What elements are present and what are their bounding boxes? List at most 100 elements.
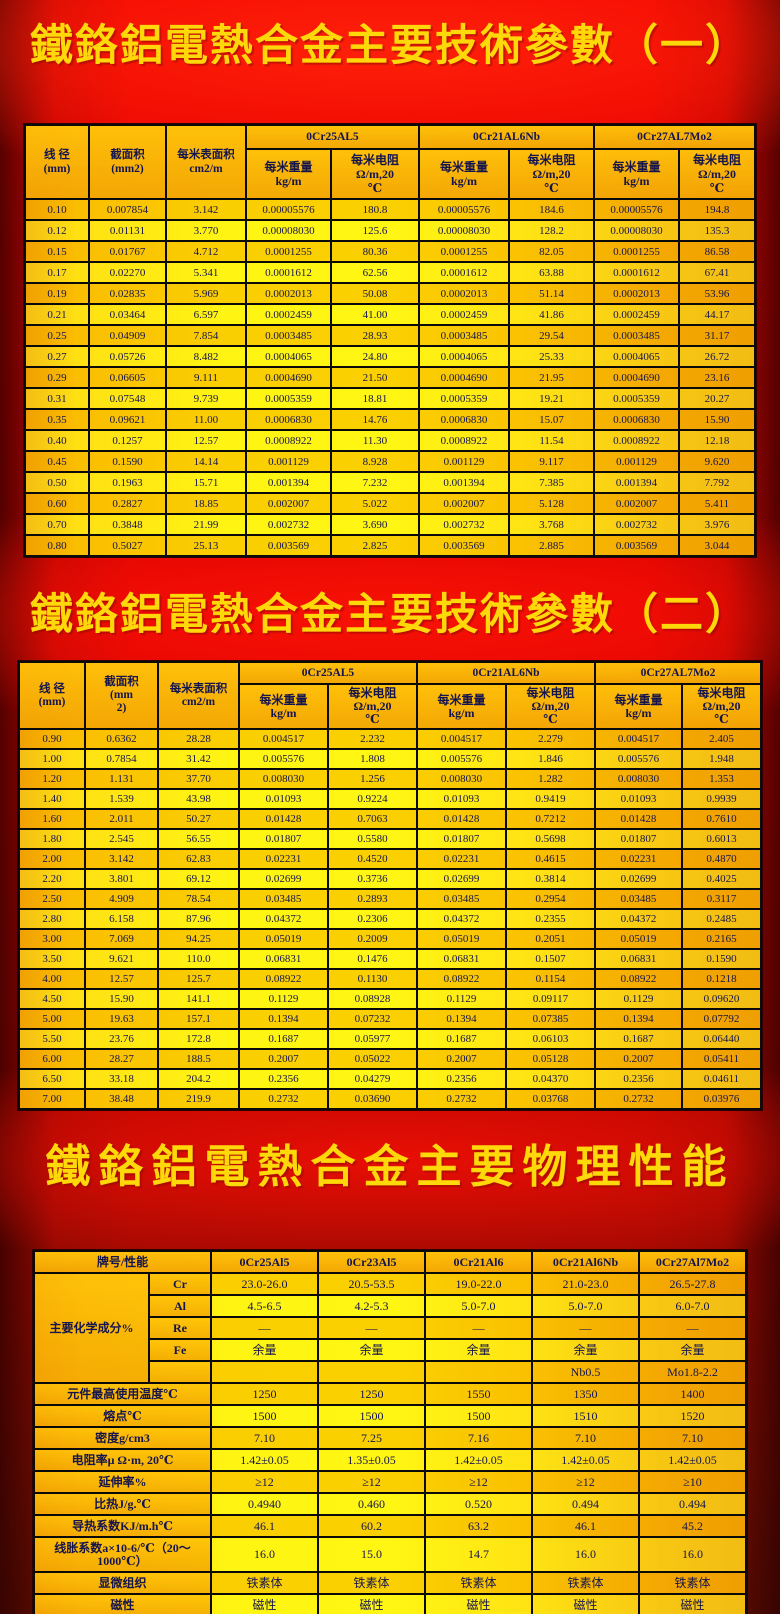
table-cell: 16.0 [531, 1536, 640, 1573]
subheader-weight: 每米重量 kg/m [418, 148, 510, 200]
table-cell: 0.9419 [505, 788, 596, 810]
table-cell: 0.7854 [83, 748, 159, 770]
table-cell: 23.16 [678, 366, 756, 389]
table-row: 4.00 12.57 125.7 0.08922 0.1130 0.08922 0.1154… [17, 968, 762, 990]
table-cell: 125.6 [329, 219, 421, 242]
table-cell: 0.80 [23, 534, 90, 557]
table-cell: 0.0003485 [593, 324, 680, 347]
table-cell: 7.10 [210, 1426, 319, 1450]
table-header-row: 牌号/性能 0Cr25Al5 0Cr23Al5 0Cr21Al6 0Cr21Al… [33, 1250, 747, 1274]
table-cell: 3.801 [83, 868, 159, 890]
table-cell: 0.29 [23, 366, 90, 389]
table-cell: 14.7 [424, 1536, 533, 1573]
table-cell: 0.03768 [505, 1088, 596, 1110]
table-subheader-row: 每米重量 kg/m 每米电阻 Ω/m,20 ℃ 每米重量 kg/m 每米电阻 Ω… [25, 148, 756, 200]
table-cell: 1.948 [681, 748, 762, 770]
row-label: 电阻率μ Ω·m, 20℃ [33, 1448, 212, 1472]
table-cell: 1.539 [83, 788, 159, 810]
table-cell: 0.05977 [326, 1028, 419, 1050]
table-cell: 0.1218 [681, 968, 762, 990]
table-cell: 0.06831 [237, 948, 329, 970]
alloy-header: 0Cr21AL6Nb [418, 124, 595, 150]
table-cell: 7.069 [83, 928, 159, 950]
table-cell: 0.07385 [505, 1008, 596, 1030]
table-cell: 1.131 [83, 768, 159, 790]
table-row: 0.80 0.5027 25.13 0.003569 2.825 0.003569 2.88… [23, 534, 756, 557]
table-cell: 0.0004065 [418, 345, 510, 368]
table-row: 3.00 7.069 94.25 0.05019 0.2009 0.05019 0.2051… [17, 928, 762, 950]
table-cell: 0.001394 [418, 471, 510, 494]
table-cell: 1.40 [17, 788, 86, 810]
table-cell: 62.83 [156, 848, 240, 870]
table-cell: 6.597 [164, 303, 247, 326]
table-cell: 7.385 [508, 471, 595, 494]
table-row: 密度g/cm3 7.10 7.25 7.16 7.10 7.10 [33, 1426, 747, 1450]
table-cell: 0.12 [23, 219, 90, 242]
table-cell: 1.00 [17, 748, 86, 770]
table-cell: 50.27 [156, 808, 240, 830]
table-cell: 0.04370 [505, 1068, 596, 1090]
table-cell: 0.03464 [87, 303, 167, 326]
tech-params-table-1: 线 径 (mm) 截面积 (mm2) 每米表面积 cm2/m 0Cr25AL5 … [23, 124, 756, 557]
table-row: 0.90 0.6362 28.28 0.004517 2.232 0.004517 2.27… [17, 728, 762, 750]
table-cell: 69.12 [156, 868, 240, 890]
table-cell: 0.0001255 [244, 240, 332, 263]
table-cell: 铁素体 [317, 1571, 426, 1595]
table-cell: 24.80 [329, 345, 421, 368]
table-cell: 0.002007 [418, 492, 510, 515]
table-cell: 128.2 [508, 219, 595, 242]
table-cell: 1.256 [326, 768, 419, 790]
table-cell: 0.005576 [237, 748, 329, 770]
subheader-resistance: 每米电阻 Ω/m,20 ℃ [329, 148, 421, 200]
table-row: Nb0.5 Mo1.8-2.2 [34, 1360, 747, 1384]
table-row: 0.60 0.2827 18.85 0.002007 5.022 0.002007 5.12… [23, 492, 756, 515]
table-row: 0.35 0.09621 11.00 0.0006830 14.76 0.0006830 1… [23, 408, 756, 431]
table-row: 1.20 1.131 37.70 0.008030 1.256 0.008030 1.282… [17, 768, 762, 790]
table-cell: 7.232 [329, 471, 421, 494]
table-cell: 1.42±0.05 [424, 1448, 533, 1472]
table-cell: 110.0 [156, 948, 240, 970]
subheader-weight: 每米重量 kg/m [593, 148, 680, 200]
table-row: 0.10 0.007854 3.142 0.00005576 180.8 0.000055… [23, 198, 756, 221]
row-label: 比热J/g.℃ [33, 1492, 212, 1516]
table-cell: 0.31 [23, 387, 90, 410]
table-cell: 2.20 [17, 868, 86, 890]
table-cell: 0.07232 [326, 1008, 419, 1030]
table-cell: 21.0-23.0 [531, 1272, 640, 1296]
table-cell: 7.10 [638, 1426, 747, 1450]
table-cell: 0.01093 [237, 788, 329, 810]
table-row: 0.15 0.01767 4.712 0.0001255 80.36 0.0001255 8… [23, 240, 756, 263]
table-cell: 0.1476 [326, 948, 419, 970]
table-cell: 0.001129 [418, 450, 510, 473]
table-cell: 1510 [531, 1404, 640, 1428]
table-cell: 7.16 [424, 1426, 533, 1450]
subheader-weight: 每米重量 kg/m [416, 683, 507, 730]
table-cell: 0.02231 [416, 848, 507, 870]
table-cell: 余量 [317, 1338, 426, 1362]
table-cell: 1500 [317, 1404, 426, 1428]
table-cell: 4.50 [17, 988, 86, 1010]
table-cell: 9.117 [508, 450, 595, 473]
table-cell: 0.0003485 [244, 324, 332, 347]
table-cell: 0.002007 [593, 492, 680, 515]
table-cell: 0.35 [23, 408, 90, 431]
table-cell: 12.57 [83, 968, 159, 990]
table-cell: 15.71 [164, 471, 247, 494]
table-cell: 余量 [531, 1338, 640, 1362]
row-label: 元件最高使用温度℃ [33, 1382, 212, 1406]
table-row: 0.17 0.02270 5.341 0.0001612 62.56 0.0001612 6… [23, 261, 756, 284]
table-cell: 磁性 [210, 1593, 319, 1614]
table-cell: 0.04611 [681, 1068, 762, 1090]
table-cell: 0.01428 [594, 808, 683, 830]
table-cell: 23.0-26.0 [210, 1272, 319, 1296]
table-cell: 0.002732 [593, 513, 680, 536]
subheader-weight: 每米重量 kg/m [244, 148, 332, 200]
table-cell: 0.4615 [505, 848, 596, 870]
table-cell: 41.00 [329, 303, 421, 326]
table-cell: 0.02835 [87, 282, 167, 305]
table-row: 6.50 33.18 204.2 0.2356 0.04279 0.2356 0.04370… [17, 1068, 762, 1090]
table-cell: 0.05128 [505, 1048, 596, 1070]
table-cell: 1350 [531, 1382, 640, 1406]
table-cell: — [317, 1316, 426, 1340]
